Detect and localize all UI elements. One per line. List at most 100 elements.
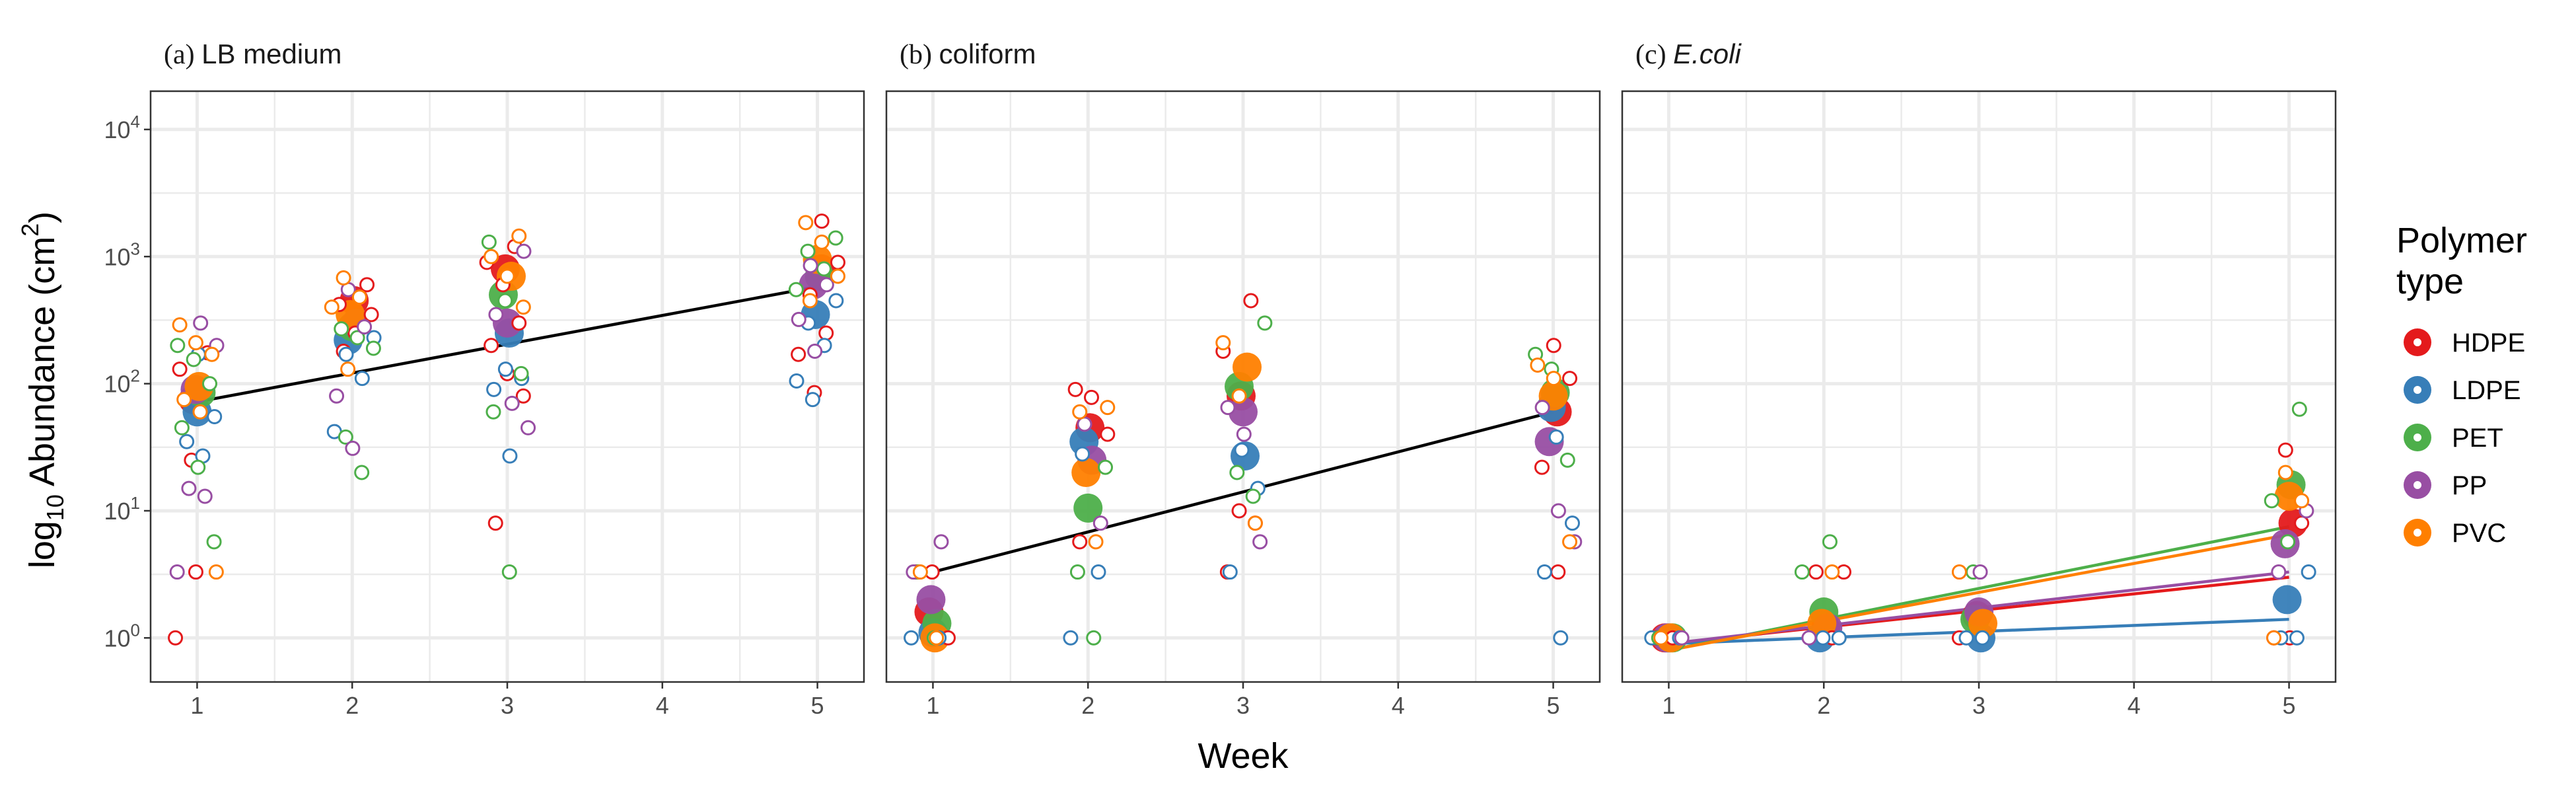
obs-point-pet: [206, 534, 222, 550]
obs-point-hdpe: [1562, 371, 1578, 387]
obs-point-pvc: [2277, 465, 2293, 480]
legend-key-inner: [2412, 432, 2423, 443]
obs-point-ldpe: [2301, 564, 2316, 580]
obs-point-hdpe: [172, 361, 188, 377]
legend-key-inner: [2412, 337, 2423, 348]
obs-point-pp: [1972, 564, 1988, 580]
obs-point-pvc: [499, 268, 515, 284]
obs-point-pet: [1245, 488, 1261, 504]
obs-point-hdpe: [1546, 338, 1561, 354]
obs-point-pp: [193, 315, 209, 331]
x-tick-label: 3: [1236, 692, 1250, 719]
obs-point-ldpe: [828, 293, 844, 309]
obs-point-pvc: [172, 317, 188, 333]
obs-point-pet: [2291, 401, 2307, 417]
obs-point-pet: [501, 564, 517, 580]
obs-point-pvc: [1562, 534, 1578, 550]
mean-point-pvc: [1071, 458, 1101, 488]
obs-point-ldpe: [1958, 630, 1974, 646]
obs-point-ldpe: [904, 630, 919, 646]
obs-point-hdpe: [168, 630, 184, 646]
legend-label: PP: [2452, 471, 2487, 500]
obs-point-hdpe: [188, 564, 203, 580]
obs-point-pp: [1220, 400, 1236, 416]
x-tick-label: 5: [811, 692, 824, 719]
obs-point-pet: [190, 459, 206, 475]
obs-point-pet: [1098, 459, 1114, 475]
obs-point-hdpe: [1231, 503, 1247, 519]
mean-point-pvc: [1807, 609, 1837, 638]
y-tick-label: 101: [104, 493, 140, 525]
obs-point-pvc: [192, 404, 208, 420]
x-tick-label: 1: [190, 692, 203, 719]
obs-point-hdpe: [830, 254, 845, 270]
legend-item-hdpe: HDPE: [2404, 328, 2525, 358]
obs-point-ldpe: [486, 381, 502, 397]
obs-point-pet: [1559, 452, 1575, 468]
obs-point-hdpe: [1067, 381, 1083, 397]
mean-point-pvc: [1968, 609, 1997, 638]
obs-point-pp: [1674, 630, 1690, 646]
legend-item-pp: PP: [2404, 471, 2487, 500]
obs-point-pvc: [1530, 357, 1546, 373]
obs-point-pp: [1801, 630, 1817, 646]
obs-point-hdpe: [483, 338, 499, 354]
obs-point-pet: [1086, 630, 1102, 646]
obs-point-pvc: [1231, 388, 1247, 404]
obs-point-pvc: [802, 293, 818, 309]
obs-point-pet: [788, 282, 804, 297]
obs-point-pet: [816, 261, 832, 277]
obs-point-pvc: [830, 268, 845, 284]
obs-point-pvc: [188, 335, 203, 351]
obs-point-hdpe: [1550, 564, 1566, 580]
obs-point-ldpe: [1815, 630, 1831, 646]
obs-point-ldpe: [1564, 515, 1580, 531]
obs-point-hdpe: [363, 307, 379, 322]
obs-point-pvc: [1653, 630, 1669, 646]
panel-title-b: (b) coliform: [900, 38, 1036, 70]
obs-point-pvc: [204, 346, 220, 362]
y-axis-title-main: Abundance (cm: [22, 237, 62, 494]
obs-point-pvc: [2294, 493, 2310, 509]
obs-point-ldpe: [1831, 630, 1847, 646]
obs-point-hdpe: [515, 388, 531, 404]
obs-point-pvc: [1088, 534, 1104, 550]
obs-point-hdpe: [1808, 564, 1824, 580]
obs-point-hdpe: [1072, 534, 1088, 550]
obs-point-ldpe: [1075, 446, 1091, 462]
mean-point-pvc: [1233, 352, 1262, 382]
obs-point-pet: [354, 465, 370, 480]
obs-point-pet: [497, 293, 513, 309]
legend-item-pvc: PVC: [2404, 519, 2506, 548]
obs-point-pet: [2264, 493, 2279, 509]
x-tick-label: 5: [1547, 692, 1560, 719]
obs-point-pet: [186, 352, 201, 367]
y-axis-title-sub: 10: [42, 494, 69, 521]
y-axis-title: log10 Abundance (cm2): [17, 211, 69, 568]
obs-point-pp: [488, 307, 504, 322]
obs-point-pet: [481, 234, 497, 250]
y-tick-label: 103: [104, 239, 140, 270]
obs-point-pet: [1229, 465, 1245, 480]
legend-items: HDPE LDPE PET PP PVC: [2404, 328, 2525, 548]
obs-point-hdpe: [791, 346, 806, 362]
obs-point-pet: [349, 330, 365, 346]
obs-point-pvc: [515, 299, 531, 315]
x-tick-label: 1: [926, 692, 939, 719]
obs-point-pp: [345, 440, 361, 456]
x-axis-title: Week: [1198, 736, 1289, 776]
obs-point-pet: [1069, 564, 1085, 580]
obs-point-pp: [1252, 534, 1268, 550]
obs-point-hdpe: [359, 277, 375, 293]
mean-point-pp: [1229, 397, 1258, 427]
obs-point-pvc: [1824, 564, 1840, 580]
obs-point-pvc: [176, 392, 192, 408]
y-axis-title-sup: 2: [17, 223, 44, 237]
panel-title-c: (c) E.coli: [1635, 38, 1742, 70]
obs-point-pp: [169, 564, 185, 580]
obs-point-pp: [1550, 503, 1566, 519]
x-tick-label: 2: [1817, 692, 1830, 719]
legend-title-line1: Polymer: [2396, 221, 2527, 260]
obs-point-pet: [1794, 564, 1810, 580]
